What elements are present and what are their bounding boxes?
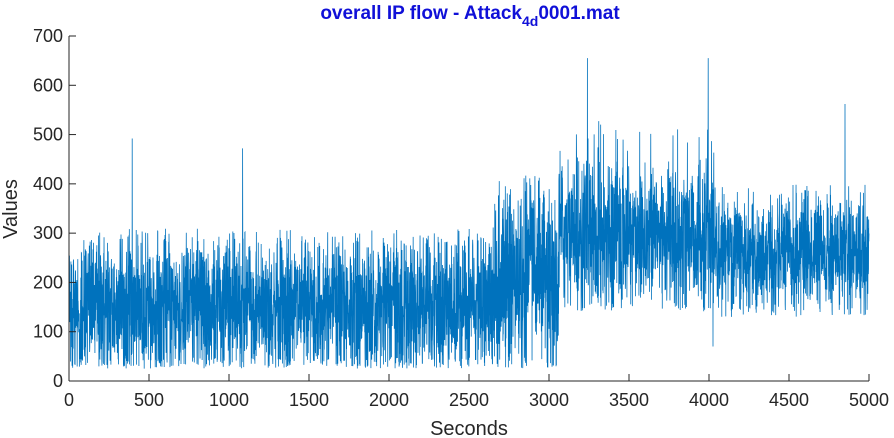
x-tick-label: 3500 <box>609 390 649 410</box>
x-axis-label: Seconds <box>430 418 508 438</box>
y-tick-label: 400 <box>33 174 63 194</box>
chart-title-main: overall IP flow - Attack <box>320 3 522 24</box>
x-tick-label: 3000 <box>529 390 569 410</box>
x-axis-ticks: 0 500 1000 1500 2000 2500 3000 3500 4000 4500 5000 <box>64 374 889 410</box>
y-tick-label: 700 <box>33 26 63 46</box>
chart-title-suffix: 0001.mat <box>538 3 620 24</box>
y-tick-label: 100 <box>33 322 63 342</box>
y-axis-ticks: 0 100 200 300 400 500 600 700 <box>33 26 76 391</box>
x-tick-label: 4500 <box>769 390 809 410</box>
series-line <box>68 58 870 369</box>
x-tick-label: 4000 <box>689 390 729 410</box>
x-tick-label: 2000 <box>369 390 409 410</box>
chart-title: overall IP flow - Attack4d0001.mat <box>320 3 620 29</box>
x-tick-label: 500 <box>134 390 164 410</box>
y-tick-label: 0 <box>53 371 63 391</box>
x-tick-label: 5000 <box>849 390 889 410</box>
y-axis-label: Values <box>0 179 22 239</box>
y-tick-label: 500 <box>33 125 63 145</box>
x-tick-label: 1500 <box>289 390 329 410</box>
plot-area <box>68 58 870 369</box>
y-tick-label: 300 <box>33 223 63 243</box>
chart-title-subscript: 4d <box>522 13 538 29</box>
y-tick-label: 200 <box>33 272 63 292</box>
x-tick-label: 2500 <box>449 390 489 410</box>
y-tick-label: 600 <box>33 75 63 95</box>
x-tick-label: 0 <box>64 390 74 410</box>
x-tick-label: 1000 <box>209 390 249 410</box>
